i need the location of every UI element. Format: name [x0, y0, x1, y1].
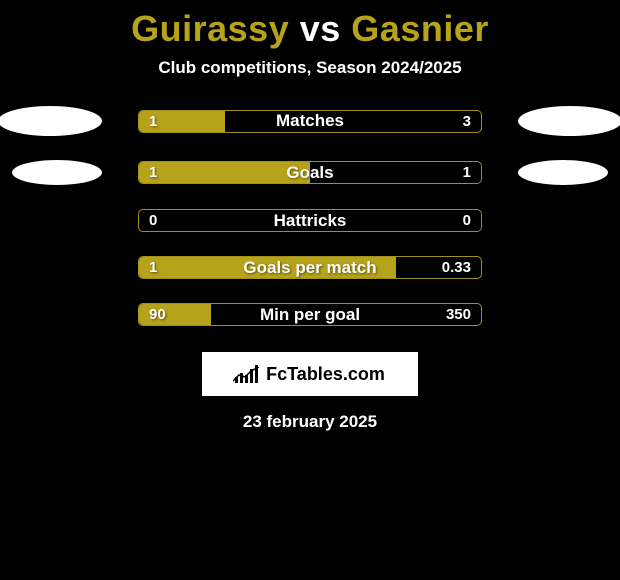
bar-mpg: 90 Min per goal 350: [138, 303, 482, 326]
stat-row-hattricks: 0 Hattricks 0: [0, 209, 620, 232]
stat-right-value: 1: [463, 162, 471, 183]
stat-row-mpg: 90 Min per goal 350: [0, 303, 620, 326]
bar-goals: 1 Goals 1: [138, 161, 482, 184]
player1-avatar: [0, 106, 102, 136]
stats-rows: 1 Matches 3 1 Goals 1 0 Hattricks 0: [0, 106, 620, 326]
bar-gpm: 1 Goals per match 0.33: [138, 256, 482, 279]
subtitle: Club competitions, Season 2024/2025: [158, 58, 461, 78]
player2-avatar: [518, 160, 608, 185]
date-text: 23 february 2025: [243, 412, 377, 432]
chart-icon: [235, 365, 258, 383]
player2-name: Gasnier: [351, 8, 489, 49]
brand-text: FcTables.com: [235, 364, 385, 385]
bar-matches: 1 Matches 3: [138, 110, 482, 133]
player1-name: Guirassy: [131, 8, 289, 49]
stat-right-value: 0.33: [442, 257, 471, 278]
stat-label: Goals per match: [139, 257, 481, 278]
vs-text: vs: [300, 8, 341, 49]
brand-box[interactable]: FcTables.com: [202, 352, 418, 396]
stat-label: Goals: [139, 162, 481, 183]
brand-label: FcTables.com: [266, 364, 385, 385]
stat-label: Min per goal: [139, 304, 481, 325]
stat-right-value: 0: [463, 210, 471, 231]
container: Guirassy vs Gasnier Club competitions, S…: [0, 0, 620, 432]
stat-row-goals: 1 Goals 1: [0, 160, 620, 185]
stat-right-value: 350: [446, 304, 471, 325]
stat-label: Matches: [139, 111, 481, 132]
stat-row-matches: 1 Matches 3: [0, 106, 620, 136]
player1-avatar: [12, 160, 102, 185]
stat-right-value: 3: [463, 111, 471, 132]
stat-label: Hattricks: [139, 210, 481, 231]
stat-row-gpm: 1 Goals per match 0.33: [0, 256, 620, 279]
page-title: Guirassy vs Gasnier: [131, 8, 489, 50]
player2-avatar: [518, 106, 620, 136]
bar-hattricks: 0 Hattricks 0: [138, 209, 482, 232]
